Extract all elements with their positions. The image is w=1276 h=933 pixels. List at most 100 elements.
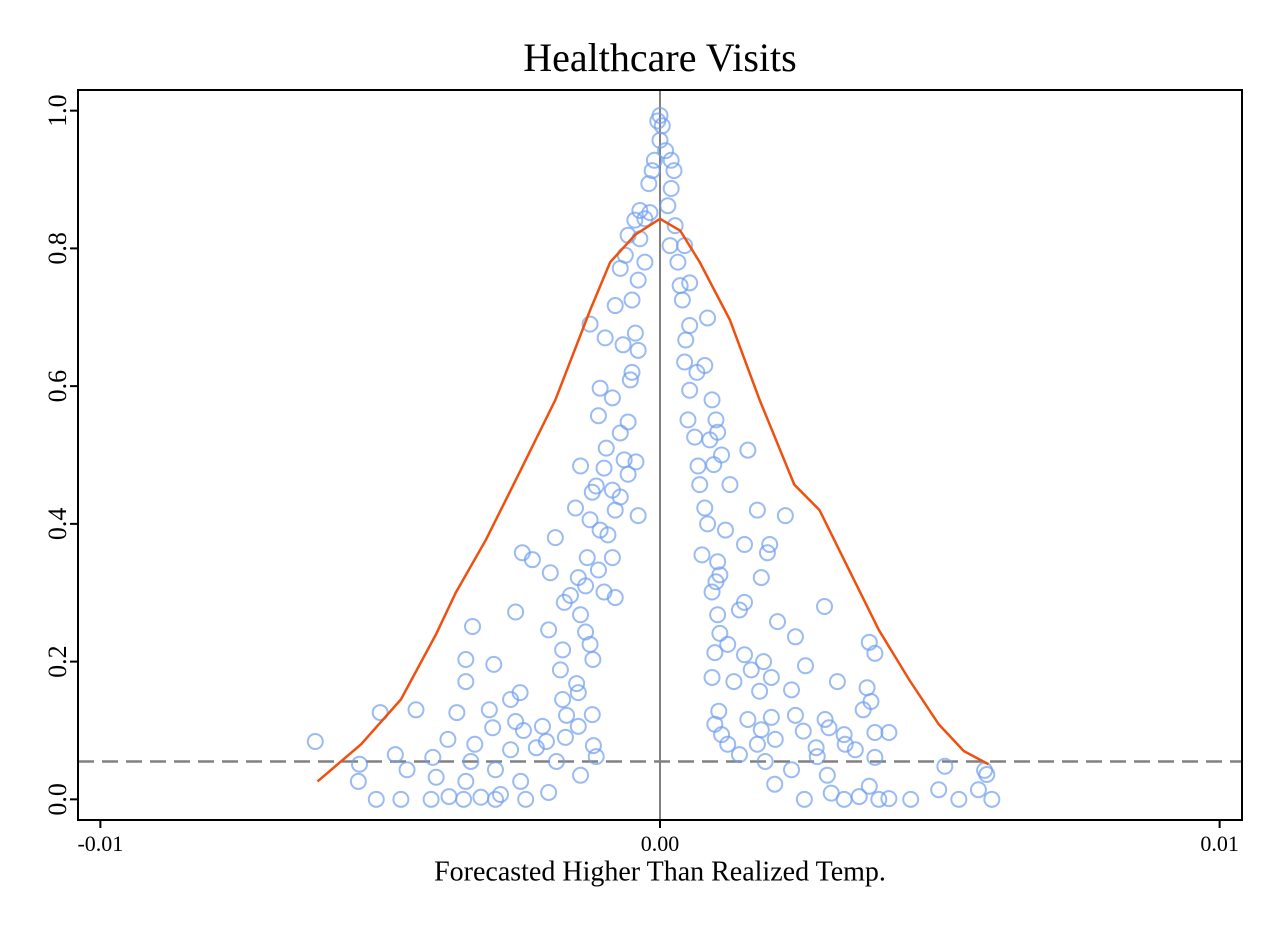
- scatter-point: [820, 719, 838, 737]
- scatter-point: [679, 411, 697, 429]
- scatter-point: [645, 151, 663, 169]
- scatter-point: [480, 701, 498, 719]
- scatter-point: [783, 761, 801, 779]
- scatter-point: [978, 766, 996, 784]
- scatter-point: [762, 708, 780, 726]
- scatter-point: [629, 271, 647, 289]
- scatter-point: [546, 529, 564, 547]
- scatter-point: [766, 730, 784, 748]
- scatter-point: [484, 719, 502, 737]
- scatter-point: [762, 668, 780, 686]
- scatter-point: [621, 371, 639, 389]
- scatter-point: [603, 389, 621, 407]
- scatter-point: [619, 465, 637, 483]
- scatter-point: [595, 459, 613, 477]
- scatter-point: [676, 353, 694, 371]
- scatter-point: [614, 336, 632, 354]
- scatter-point: [730, 601, 748, 619]
- scatter-point: [703, 391, 721, 409]
- scatter-point: [398, 761, 416, 779]
- scatter-point: [589, 561, 607, 579]
- scatter-point: [739, 441, 757, 459]
- scatter-point: [623, 363, 641, 381]
- scatter-point: [736, 536, 754, 554]
- scatter-point: [860, 777, 878, 795]
- scatter-point: [568, 675, 586, 693]
- chart-title: Healthcare Visits: [523, 35, 796, 80]
- scatter-point: [457, 651, 475, 669]
- scatter-point: [681, 274, 699, 292]
- scatter-point: [407, 701, 425, 719]
- scatter-point: [699, 515, 717, 533]
- x-tick-label: 0.00: [641, 831, 680, 856]
- scatter-point: [950, 790, 968, 808]
- scatter-point: [527, 739, 545, 757]
- scatter-point: [485, 655, 503, 673]
- scatter-point: [696, 499, 714, 517]
- scatter-point: [554, 641, 572, 659]
- scatter-point: [880, 724, 898, 742]
- scatter-point: [755, 653, 773, 671]
- y-tick-label: 0.2: [43, 645, 72, 678]
- scatter-point: [603, 549, 621, 567]
- scatter-point: [349, 772, 367, 790]
- scatter-point: [983, 790, 1001, 808]
- scatter-point: [629, 507, 647, 525]
- scatter-point: [693, 546, 711, 564]
- scatter-point: [523, 551, 541, 569]
- scatter-point: [572, 457, 590, 475]
- scatter-point: [666, 217, 684, 235]
- scatter-point: [619, 413, 637, 431]
- scatter-point: [649, 112, 667, 130]
- scatter-point: [555, 593, 573, 611]
- scatter-point: [748, 501, 766, 519]
- scatter-point: [713, 726, 731, 744]
- scatter-point: [836, 735, 854, 753]
- scatter-point: [769, 613, 787, 631]
- scatter-point: [551, 661, 569, 679]
- scatter-point: [816, 598, 834, 616]
- scatter-point: [577, 577, 595, 595]
- scatter-point: [472, 788, 490, 806]
- scatter-point: [512, 772, 530, 790]
- scatter-point: [866, 644, 884, 662]
- scatter-point: [657, 142, 675, 160]
- scatter-point: [517, 790, 535, 808]
- scatter-point: [696, 356, 714, 374]
- scatter-point: [662, 179, 680, 197]
- scatter-point: [540, 621, 558, 639]
- scatter-point: [584, 651, 602, 669]
- scatter-point: [583, 706, 601, 724]
- scatter-point: [716, 521, 734, 539]
- scatter-point: [541, 564, 559, 582]
- scatter-point: [699, 309, 717, 327]
- scatter-point: [846, 741, 864, 759]
- scatter-point: [673, 291, 691, 309]
- scatter-point: [828, 673, 846, 691]
- scatter-point: [709, 553, 727, 571]
- scatter-point: [581, 315, 599, 333]
- scatter-point: [422, 790, 440, 808]
- scatter-point: [854, 701, 872, 719]
- scatter-point: [870, 790, 888, 808]
- scatter-point: [507, 603, 525, 621]
- scatter-point: [783, 681, 801, 699]
- scatter-point: [589, 407, 607, 425]
- scatter-point: [797, 657, 814, 675]
- scatter-point: [691, 476, 709, 494]
- scatter-point: [584, 737, 602, 755]
- scatter-point: [752, 569, 770, 587]
- scatter-point: [587, 748, 605, 766]
- scatter-point: [795, 790, 813, 808]
- scatter-point: [850, 788, 868, 806]
- scatter-point: [866, 748, 884, 766]
- scatter-point: [730, 746, 748, 764]
- scatter-point: [659, 197, 677, 215]
- scatter-point: [651, 131, 669, 149]
- scatter-point: [533, 717, 551, 735]
- scatter-point: [662, 151, 680, 169]
- y-tick-label: 0.8: [43, 232, 72, 265]
- scatter-point: [448, 704, 466, 722]
